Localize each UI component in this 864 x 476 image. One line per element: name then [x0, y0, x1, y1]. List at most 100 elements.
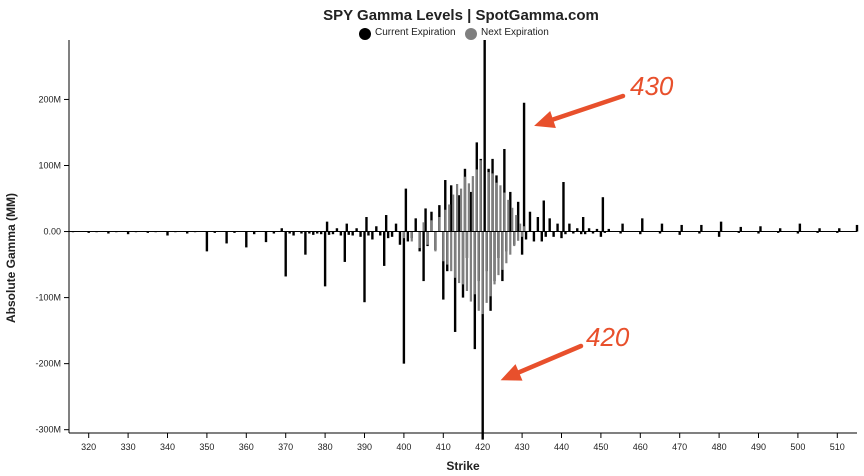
x-tick-label-9: 410 [436, 442, 451, 452]
legend-marker-current-expiration [359, 28, 371, 40]
bar-current-139 [759, 226, 762, 232]
bar-next-14 [454, 231, 457, 278]
bar-current-27 [308, 231, 311, 234]
bar-current-81 [481, 231, 484, 440]
bar-next-29 [485, 231, 488, 303]
bar-current-122 [603, 231, 607, 233]
bar-next-21 [467, 183, 471, 232]
bar-current-7 [146, 231, 149, 233]
bar-current-52 [390, 231, 394, 237]
bar-next-18 [461, 231, 465, 285]
bar-current-145 [818, 228, 821, 232]
bar-next-30 [487, 172, 490, 232]
bar-next-6 [434, 231, 437, 252]
y-tick-label-0: 200M [38, 94, 61, 104]
bar-current-47 [375, 226, 378, 232]
bar-current-45 [367, 231, 370, 236]
bar-current-53 [394, 223, 398, 232]
legend-label-current-expiration: Current Expiration [375, 27, 456, 38]
bar-current-121 [601, 197, 605, 232]
bar-next-46 [519, 223, 522, 232]
legend: Current Expiration Next Expiration [359, 27, 549, 40]
bar-current-13 [205, 231, 209, 252]
bar-current-19 [264, 231, 268, 243]
bar-next-44 [515, 215, 518, 232]
bar-current-115 [581, 217, 585, 232]
bar-current-128 [658, 231, 662, 234]
x-tick-label-15: 470 [672, 442, 687, 452]
bars-next-expiration [402, 160, 526, 315]
bar-next-48 [522, 226, 526, 232]
bar-current-133 [700, 224, 703, 232]
bar-next-10 [446, 231, 449, 265]
bar-current-132 [698, 231, 701, 234]
bar-current-140 [777, 231, 780, 233]
y-tick-label-3: -100M [35, 293, 61, 303]
bar-current-109 [562, 182, 565, 232]
bar-next-5 [430, 220, 433, 232]
bar-next-9 [444, 209, 447, 232]
bar-current-146 [836, 231, 839, 233]
bar-next-23 [471, 176, 474, 232]
bar-current-113 [576, 228, 579, 232]
bar-current-41 [355, 228, 358, 232]
bar-next-43 [513, 231, 516, 247]
bar-next-40 [507, 199, 510, 232]
bar-current-99 [528, 211, 532, 232]
bar-current-116 [583, 231, 587, 235]
bar-next-27 [479, 160, 482, 232]
bar-current-35 [335, 228, 339, 232]
bar-current-15 [225, 231, 228, 244]
bar-current-101 [536, 217, 540, 232]
bar-current-20 [272, 231, 276, 234]
annotation-label-0: 430 [630, 71, 674, 101]
bar-current-138 [757, 231, 760, 234]
bar-current-110 [564, 231, 567, 235]
bar-current-17 [245, 231, 248, 248]
x-tick-label-10: 420 [475, 442, 490, 452]
bar-current-127 [641, 218, 644, 232]
x-tick-label-3: 350 [199, 442, 214, 452]
bar-current-76 [469, 191, 473, 232]
x-tick-label-19: 510 [830, 442, 845, 452]
x-tick-label-0: 320 [81, 442, 96, 452]
bar-next-16 [457, 231, 461, 284]
bar-current-33 [327, 231, 331, 235]
bar-next-1 [410, 231, 413, 242]
bar-current-135 [719, 221, 723, 232]
bar-current-143 [798, 223, 802, 232]
x-tick-label-1: 330 [121, 442, 136, 452]
bar-current-22 [284, 231, 287, 277]
y-axis-label: Absolute Gamma (MM) [4, 193, 18, 323]
bar-next-3 [422, 222, 425, 232]
bar-current-142 [796, 231, 800, 234]
bar-current-16 [233, 231, 236, 233]
bar-next-35 [497, 231, 500, 276]
bar-next-20 [465, 231, 469, 291]
bar-current-48 [379, 231, 382, 236]
bar-current-144 [816, 231, 819, 233]
bar-current-5 [126, 231, 130, 235]
bar-current-9 [166, 231, 169, 236]
bars-current-expiration [71, 40, 859, 440]
bar-current-148 [855, 224, 859, 232]
x-tick-label-17: 490 [751, 442, 766, 452]
bar-next-12 [450, 231, 453, 272]
x-axis-label: Strike [446, 459, 480, 473]
bar-next-0 [402, 231, 405, 239]
bar-current-71 [453, 231, 457, 332]
bar-current-126 [639, 231, 642, 235]
bar-current-112 [572, 231, 575, 234]
bar-current-49 [383, 231, 386, 266]
bar-current-95 [516, 201, 520, 232]
bar-current-107 [556, 223, 559, 232]
x-tick-label-8: 400 [396, 442, 411, 452]
bar-current-91 [503, 148, 506, 232]
bar-current-108 [560, 231, 563, 239]
bar-next-24 [473, 231, 476, 295]
chart-title: SPY Gamma Levels | SpotGamma.com [323, 7, 599, 24]
bar-current-46 [371, 231, 374, 240]
bar-current-38 [345, 223, 348, 232]
bar-next-37 [501, 231, 504, 270]
